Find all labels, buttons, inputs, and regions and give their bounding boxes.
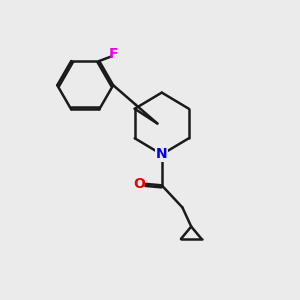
Text: N: N xyxy=(156,147,168,161)
Text: O: O xyxy=(133,177,145,191)
Text: F: F xyxy=(109,46,119,61)
